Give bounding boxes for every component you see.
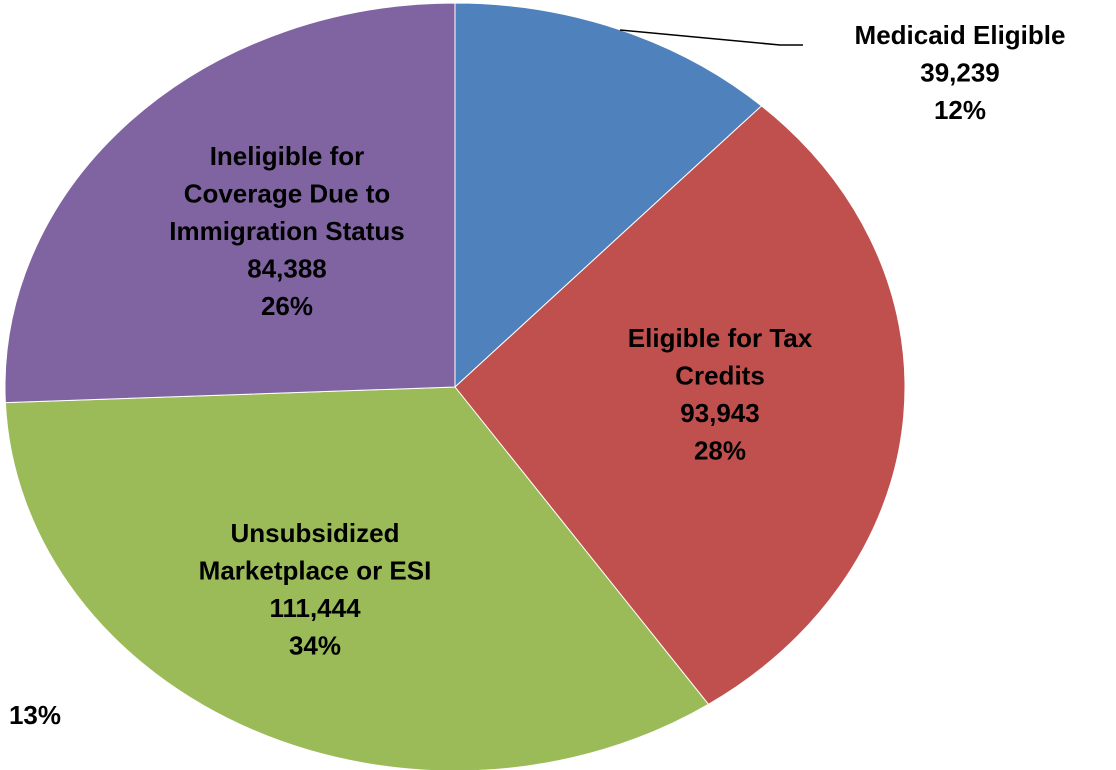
slices	[4, 2, 906, 770]
pie-slice	[4, 386, 710, 770]
pie-slice	[4, 2, 456, 404]
percent-label: 12%	[934, 95, 986, 125]
value-label: 111,444	[269, 593, 361, 623]
percent-label: 28%	[694, 435, 746, 465]
value-label: 93,943	[680, 398, 760, 428]
slice-label: Medicaid Eligible	[855, 20, 1066, 50]
slice-label: Ineligible for Coverage Due to Immigration…	[169, 141, 404, 246]
slice-label: Unsubsidized Marketplace or ESI	[199, 518, 432, 586]
leader-line	[619, 29, 803, 46]
value-label: 39,239	[920, 57, 1000, 87]
pie-slice	[454, 105, 906, 705]
slice-label: Eligible for Tax Credits	[628, 323, 813, 391]
value-label: 84,388	[247, 253, 327, 283]
percent-label: 34%	[289, 630, 341, 660]
annotation: 13%	[9, 700, 61, 730]
pie-slice	[454, 2, 763, 389]
percent-label: 26%	[261, 291, 313, 321]
